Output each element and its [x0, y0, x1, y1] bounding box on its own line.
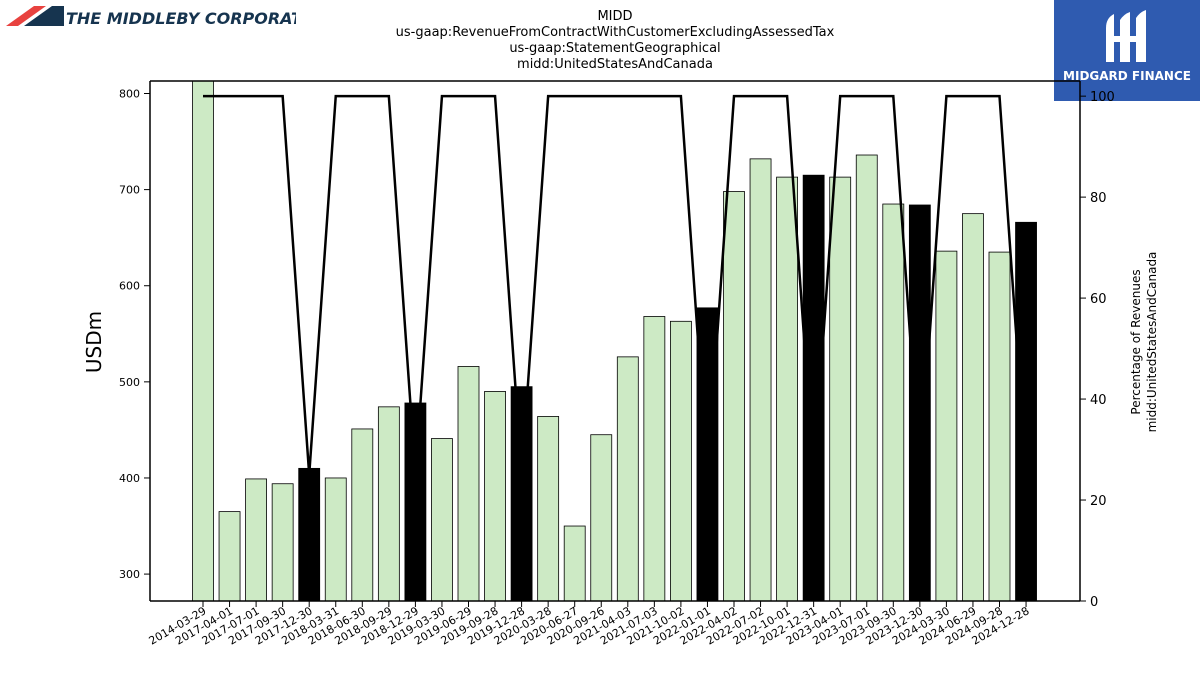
bar: [882, 203, 905, 602]
bar: [271, 483, 294, 602]
right-axis-label-line: Percentage of Revenues: [1129, 269, 1143, 414]
y-tick-label: 600: [119, 280, 140, 293]
bar: [245, 478, 268, 602]
bar: [670, 320, 692, 602]
bar: [723, 191, 745, 602]
bar: [696, 307, 719, 602]
bar: [590, 434, 613, 602]
bar: [749, 158, 772, 602]
bar: [855, 154, 878, 602]
bar: [377, 406, 400, 602]
midgard-finance-logo: MIDGARD FINANCE: [1054, 0, 1200, 101]
bar: [643, 316, 666, 602]
y-tick-label: 700: [119, 184, 140, 197]
bar: [457, 366, 480, 602]
x-axis: 2014-03-292017-04-012017-07-012017-09-30…: [147, 601, 1032, 648]
bar: [351, 428, 374, 602]
logo-navy-shape: [24, 6, 64, 26]
y-tick-label: 500: [119, 376, 140, 389]
y2-tick-label: 60: [1090, 292, 1107, 307]
bar: [218, 511, 241, 602]
y-axis-label: USDm: [82, 311, 106, 373]
y2-tick-label: 40: [1090, 393, 1107, 408]
percentage-line: [203, 94, 1028, 475]
y-tick-label: 800: [119, 87, 140, 100]
left-logo-text: THE MIDDLEBY CORPORATION: [66, 9, 296, 28]
logo-red-stripe: [6, 6, 46, 26]
right-y-axis: 0 20 40 60 80 100: [1080, 90, 1115, 610]
chart-title: MIDDus-gaap:RevenueFromContractWithCusto…: [396, 9, 835, 72]
bar: [404, 402, 427, 602]
left-y-axis: 300 400 500 600 700 800: [119, 87, 150, 581]
right-axis-label: Percentage of Revenues midd:UnitedStatesA…: [1129, 252, 1159, 433]
bar: [563, 525, 586, 602]
chart-title-line: midd:UnitedStatesAndCanada: [517, 57, 713, 72]
bar: [192, 80, 214, 602]
bar: [537, 416, 560, 602]
bar-series: [192, 80, 1037, 602]
chart-title-line: MIDD: [597, 9, 632, 24]
y2-tick-label: 0: [1090, 595, 1098, 610]
right-axis-label-line: midd:UnitedStatesAndCanada: [1145, 252, 1159, 433]
bar: [431, 438, 453, 602]
bar: [616, 356, 639, 602]
y-tick-label: 400: [119, 472, 140, 485]
y2-tick-label: 20: [1090, 494, 1107, 509]
chart-title-line: us-gaap:RevenueFromContractWithCustomerE…: [396, 25, 835, 40]
bar: [298, 467, 321, 602]
bar: [908, 204, 931, 602]
bar: [988, 251, 1011, 602]
bar: [829, 176, 852, 602]
bar: [962, 213, 984, 602]
bar: [324, 477, 347, 602]
y2-tick-label: 80: [1090, 191, 1107, 206]
chart-axes: [149, 80, 1081, 602]
bar: [802, 174, 825, 602]
bar: [776, 176, 798, 602]
chart-title-line: us-gaap:StatementGeographical: [509, 41, 720, 56]
middleby-logo: THE MIDDLEBY CORPORATION: [6, 6, 335, 30]
y2-tick-label: 100: [1090, 90, 1115, 105]
percentage-line-series: [203, 94, 1028, 475]
bar: [935, 250, 958, 602]
midgard-emblem-icon: [1106, 10, 1146, 62]
bar: [510, 386, 533, 602]
bar: [484, 391, 506, 602]
y-tick-label: 300: [119, 568, 140, 581]
right-logo-text: MIDGARD FINANCE: [1063, 69, 1191, 83]
bar: [1015, 221, 1037, 602]
